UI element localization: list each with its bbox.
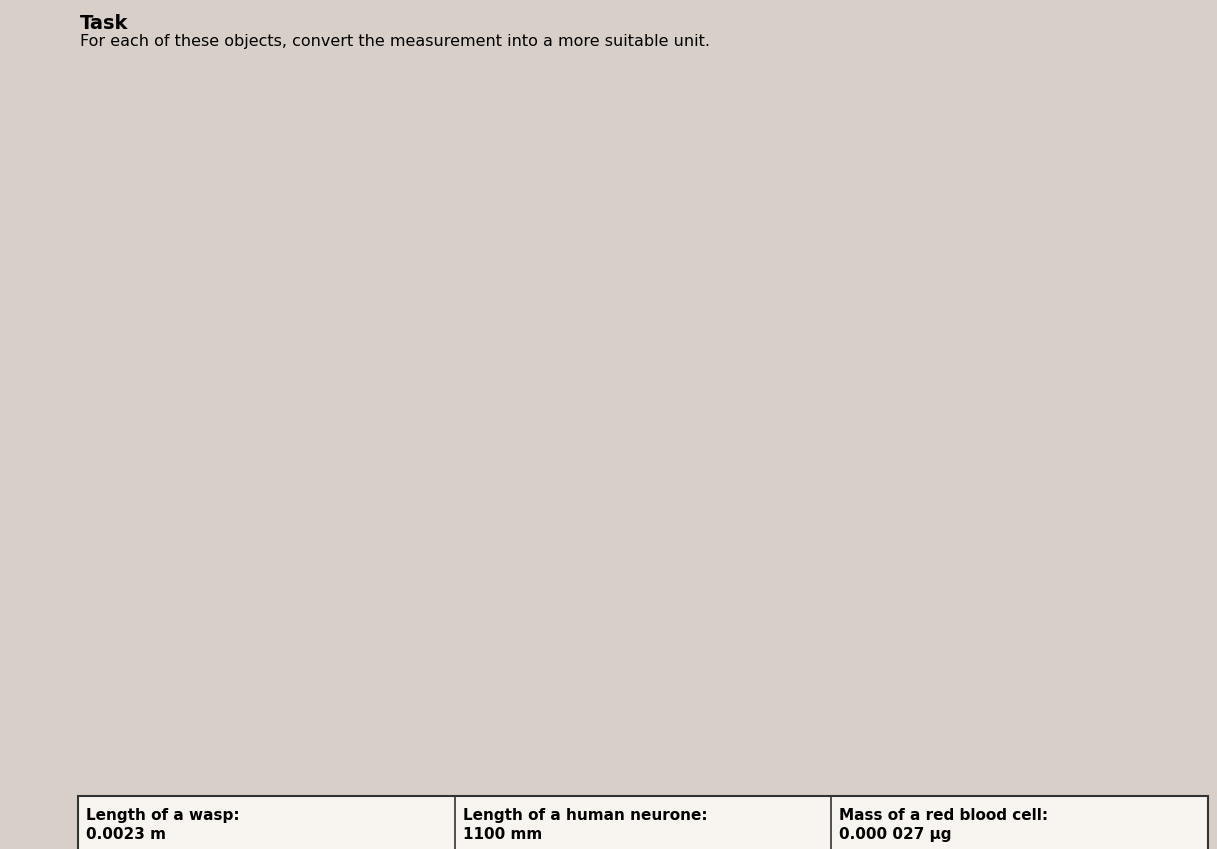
Text: Length of a wasp:: Length of a wasp: (86, 808, 240, 823)
Bar (455, 796, 831, 849)
Bar (831, 796, 1208, 849)
Text: Mass of a red blood cell:: Mass of a red blood cell: (840, 808, 1049, 823)
Bar (78, 796, 455, 849)
Text: Task: Task (80, 14, 128, 33)
Text: For each of these objects, convert the measurement into a more suitable unit.: For each of these objects, convert the m… (80, 34, 710, 49)
Bar (78, 796, 1208, 849)
Text: 1100 mm: 1100 mm (462, 827, 542, 842)
Text: 0.0023 m: 0.0023 m (86, 827, 166, 842)
Text: 0.000 027 μg: 0.000 027 μg (840, 827, 952, 842)
Text: Length of a human neurone:: Length of a human neurone: (462, 808, 707, 823)
